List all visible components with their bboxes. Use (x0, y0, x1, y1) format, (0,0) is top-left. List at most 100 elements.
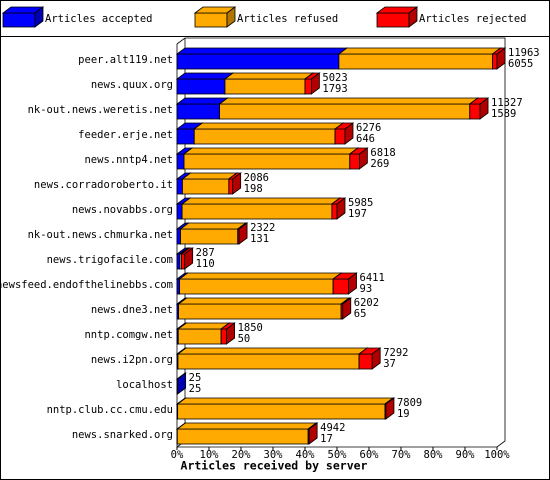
bar-segment (176, 103, 220, 120)
y-tick-label: nntp.comgw.net (84, 329, 173, 341)
accepted-label: 110 (196, 258, 215, 270)
bar-segment-side (336, 197, 346, 220)
bar-segment-top (182, 147, 359, 155)
bar-segment (219, 103, 471, 120)
bar-segment-side (496, 47, 506, 70)
bar-segment (331, 203, 338, 220)
accepted-label: 19 (397, 408, 410, 420)
bar-segment (180, 228, 239, 245)
bar-segment-shade (226, 323, 235, 344)
y-tick-label: nk-out.news.weretis.net (28, 104, 173, 116)
legend-swatch-side (34, 6, 44, 28)
legend-swatch-shade (409, 7, 417, 27)
bar-segment (176, 153, 185, 170)
y-tick-label: feeder.erje.net (78, 129, 173, 141)
bar-segment (177, 328, 222, 345)
bar-segment (176, 178, 183, 195)
y-tick-label: localhost (116, 379, 173, 391)
legend-swatch (376, 12, 410, 28)
bar-segment-top (175, 72, 235, 80)
legend-label: Articles rejected (419, 13, 526, 25)
total-label: 6818 (370, 147, 395, 159)
total-label: 11327 (491, 97, 523, 109)
bar-segment-shade (372, 348, 381, 369)
x-tick-label: 80% (424, 449, 444, 461)
bar-segment-top (175, 47, 349, 55)
bar-segment (193, 128, 336, 145)
bar-segment (334, 128, 346, 145)
bar-segment-side (371, 347, 381, 370)
total-label: 4942 (320, 422, 345, 434)
bar-segment-shade (345, 123, 353, 144)
bar-segment-top (223, 72, 315, 80)
accepted-label: 269 (370, 158, 389, 170)
total-label: 2086 (244, 172, 269, 184)
y-tick-label: news.novabbs.org (72, 204, 173, 216)
bar-segment (179, 278, 334, 295)
bar-segment (349, 153, 360, 170)
total-label: 287 (196, 247, 215, 259)
x-tick-label: 0% (171, 449, 184, 461)
bar-segment-shade (239, 223, 248, 244)
bar-segment (183, 153, 351, 170)
bar-segment-top (180, 197, 342, 205)
bar-segment (469, 103, 481, 120)
x-tick-label: 100% (484, 449, 510, 461)
accepted-label: 25 (189, 383, 202, 395)
accepted-label: 50 (238, 333, 251, 345)
bar-segment-shade (385, 398, 394, 419)
bar-segment-side (358, 147, 368, 170)
bar-segment (177, 353, 360, 370)
bar-segment-side (232, 172, 242, 195)
x-tick-label: 20% (232, 449, 252, 461)
accepted-label: 37 (383, 358, 396, 370)
bar-segment (176, 228, 181, 245)
bar-segment-shade (497, 48, 505, 69)
legend-swatch-shade (227, 7, 235, 27)
y-tick-label: peer.alt119.net (78, 54, 173, 66)
x-axis-title: Articles received by server (181, 459, 368, 473)
bar-segment (228, 178, 234, 195)
accepted-label: 131 (250, 233, 269, 245)
accepted-label: 6055 (508, 58, 533, 70)
bar-segment (220, 328, 228, 345)
bar-segment (176, 203, 183, 220)
bar-segment-top (175, 97, 229, 105)
bar-segment-shade (337, 198, 345, 219)
y-tick-label: nk-out.news.chmurka.net (28, 229, 173, 241)
accepted-label: 93 (360, 283, 373, 295)
total-label: 6411 (360, 272, 385, 284)
total-label: 11963 (508, 47, 540, 59)
bar-segment-side (342, 297, 352, 320)
total-label: 5985 (348, 197, 373, 209)
bar-segment (178, 303, 342, 320)
bar-segment-side (226, 322, 236, 345)
y-tick-label: news.nntp4.net (84, 154, 173, 166)
y-tick-label: nntp.club.cc.cmu.edu (47, 404, 173, 416)
bar-segment-shade (342, 298, 351, 319)
y-tick-label: news.dne3.net (91, 304, 173, 316)
legend-swatch-side (408, 6, 418, 28)
bar-segment-top (176, 422, 318, 430)
bar-segment (358, 353, 373, 370)
bar-segment-shade (309, 423, 318, 444)
bar-segment-side (310, 72, 320, 95)
y-tick-label: news.trigofacile.com (47, 254, 173, 266)
bar-segment-side (238, 222, 248, 245)
bar-segment (332, 278, 349, 295)
bar-segment-shade (348, 273, 357, 294)
bar-segment (492, 53, 498, 70)
total-label: 2322 (250, 222, 275, 234)
accepted-label: 646 (356, 133, 375, 145)
bar-segment (176, 78, 226, 95)
legend-label: Articles accepted (45, 13, 152, 25)
bar-segment (182, 178, 230, 195)
bar-segment-top (176, 347, 369, 355)
bar-segment-shade (480, 98, 489, 119)
bar-segment (304, 78, 312, 95)
x-tick-label: 50% (328, 449, 348, 461)
bar-segment (176, 253, 181, 270)
bar-segment-side (344, 122, 354, 145)
bar-segment (181, 253, 186, 270)
